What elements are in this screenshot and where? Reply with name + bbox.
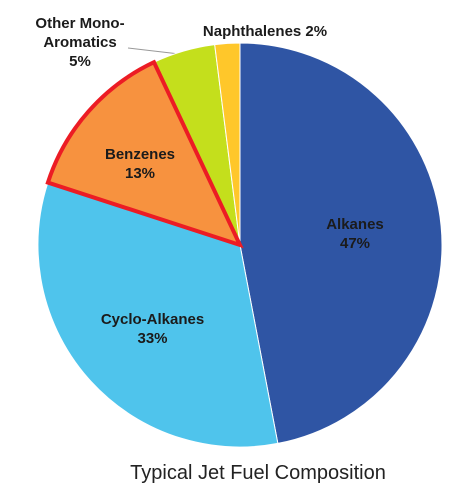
chart-title: Typical Jet Fuel Composition	[130, 462, 386, 484]
slice-label: Benzenes 13%	[80, 145, 200, 183]
slice-label: Other Mono-Aromatics 5%	[20, 14, 140, 71]
slice-label: Cyclo-Alkanes 33%	[80, 310, 225, 348]
pie-slice	[45, 59, 244, 249]
value-label: 2%	[305, 23, 328, 40]
value-label: 47%	[339, 235, 371, 252]
slice-label: Alkanes 47%	[300, 215, 410, 253]
pie-slice	[37, 181, 279, 448]
value-label: 5%	[69, 53, 91, 70]
category-label: Benzenes	[104, 146, 176, 163]
pie-slice	[239, 42, 443, 445]
category-label: Alkanes	[326, 216, 384, 233]
category-label: Naphthalenes	[202, 23, 302, 40]
slice-label: Naphthalenes 2%	[185, 22, 345, 41]
pie-slice	[214, 42, 241, 246]
value-label: 33%	[137, 330, 168, 347]
value-label: 13%	[124, 165, 156, 182]
category-label: Cyclo-Alkanes	[100, 311, 205, 328]
category-label: Other Mono-Aromatics	[35, 15, 125, 51]
